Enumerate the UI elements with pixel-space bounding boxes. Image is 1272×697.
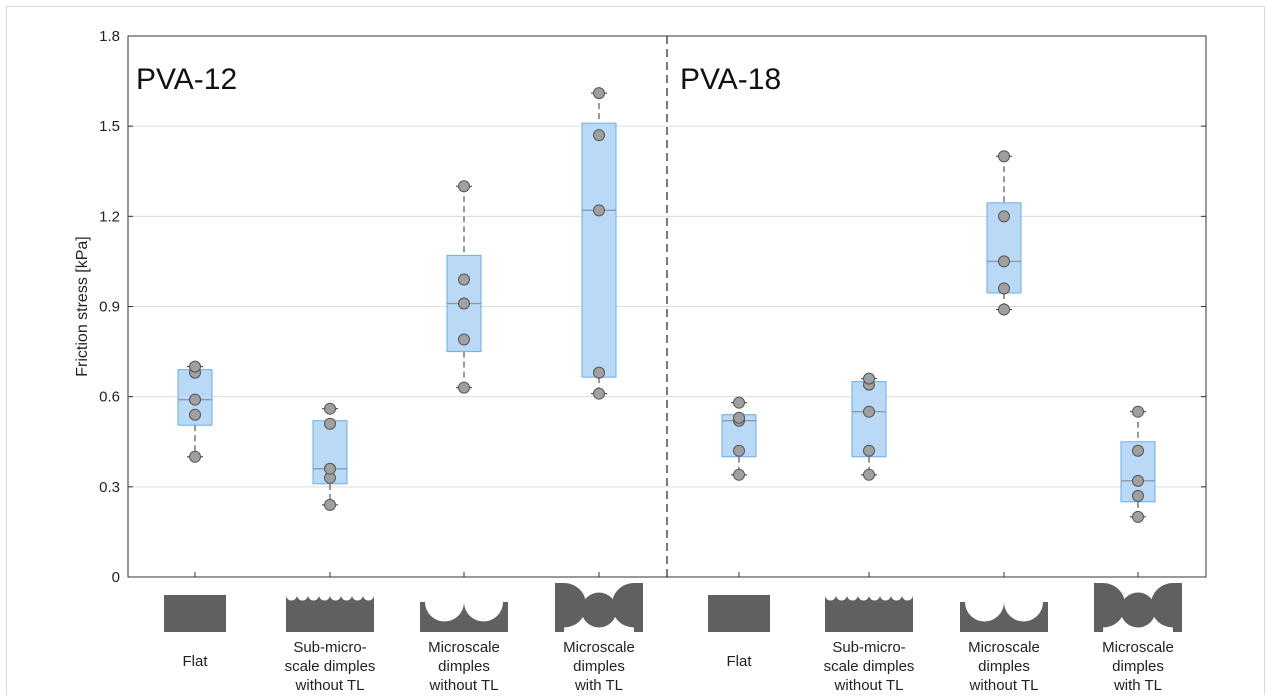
data-point bbox=[593, 387, 605, 400]
data-point bbox=[593, 204, 605, 217]
data-point bbox=[863, 405, 875, 418]
data-point bbox=[593, 129, 605, 142]
surface-icon-sub-micro bbox=[286, 595, 374, 632]
surface-icon-sub-micro bbox=[825, 595, 913, 632]
box-group: Flat bbox=[708, 396, 770, 670]
category-label: Microscale bbox=[1102, 639, 1174, 656]
category-label: dimples bbox=[573, 658, 625, 675]
box-group: Microscale dimples without TL bbox=[960, 150, 1048, 694]
data-point bbox=[998, 282, 1010, 295]
box-group: Microscale dimples with TL bbox=[1094, 405, 1182, 694]
y-tick-label: 0.6 bbox=[99, 389, 120, 406]
data-point bbox=[998, 255, 1010, 268]
data-point bbox=[593, 87, 605, 100]
y-tick-label: 0 bbox=[112, 569, 120, 586]
data-point bbox=[733, 411, 745, 424]
data-point bbox=[189, 408, 201, 421]
data-point bbox=[1132, 510, 1144, 523]
data-point bbox=[998, 150, 1010, 163]
data-point bbox=[324, 417, 336, 430]
category-label: without TL bbox=[429, 677, 499, 694]
data-point bbox=[324, 402, 336, 415]
category-label: with TL bbox=[574, 677, 623, 694]
category-label: dimples bbox=[438, 658, 490, 675]
y-tick-label: 1.5 bbox=[99, 118, 120, 135]
y-tick-label: 0.3 bbox=[99, 479, 120, 496]
data-point bbox=[458, 297, 470, 310]
data-point bbox=[1132, 405, 1144, 418]
category-label: Sub-micro- bbox=[832, 639, 905, 656]
data-point bbox=[863, 372, 875, 385]
category-label: Microscale bbox=[968, 639, 1040, 656]
surface-icon-microscale-dimples-with-tl bbox=[555, 583, 643, 632]
category-label: without TL bbox=[295, 677, 365, 694]
surface-icon-flat bbox=[164, 595, 226, 632]
category-label: without TL bbox=[834, 677, 904, 694]
data-point bbox=[189, 393, 201, 406]
data-point bbox=[324, 498, 336, 511]
iqr-box bbox=[581, 122, 617, 378]
box-group: Sub-micro-scale dimples without TL bbox=[285, 402, 376, 694]
data-point bbox=[1132, 444, 1144, 457]
y-tick-label: 1.8 bbox=[99, 28, 120, 45]
category-label: Sub-micro- bbox=[293, 639, 366, 656]
box-group: Microscale dimples with TL bbox=[555, 87, 643, 694]
data-point bbox=[733, 396, 745, 409]
figure-frame bbox=[6, 6, 1265, 695]
category-label: Flat bbox=[726, 653, 752, 670]
category-label: without TL bbox=[969, 677, 1039, 694]
box-group: Flat bbox=[164, 360, 226, 670]
category-label: dimples bbox=[978, 658, 1030, 675]
surface-icon-flat bbox=[708, 595, 770, 632]
data-point bbox=[998, 303, 1010, 316]
category-label: scale dimples bbox=[285, 658, 376, 675]
data-point bbox=[458, 273, 470, 286]
category-label: Flat bbox=[182, 653, 208, 670]
panel-label-pva-18: PVA-18 bbox=[680, 63, 781, 96]
category-label: scale dimples bbox=[824, 658, 915, 675]
surface-icon-micro bbox=[960, 602, 1048, 632]
category-label: dimples bbox=[1112, 658, 1164, 675]
box-group: Microscale dimples without TL bbox=[420, 180, 508, 694]
box-group: Sub-micro-scale dimples without TL bbox=[824, 372, 915, 694]
data-point bbox=[458, 180, 470, 193]
data-point bbox=[189, 360, 201, 373]
data-point bbox=[998, 210, 1010, 223]
data-point bbox=[458, 333, 470, 346]
category-label: Microscale bbox=[428, 639, 500, 656]
data-point bbox=[733, 468, 745, 481]
y-grid bbox=[128, 35, 1206, 578]
surface-icon-circle bbox=[581, 592, 617, 628]
category-label: with TL bbox=[1113, 677, 1162, 694]
data-point bbox=[733, 444, 745, 457]
category-label: Microscale bbox=[563, 639, 635, 656]
data-point bbox=[189, 450, 201, 463]
data-point bbox=[1132, 489, 1144, 502]
surface-icon-circle bbox=[1120, 592, 1156, 628]
data-point bbox=[593, 366, 605, 379]
surface-icon-micro bbox=[420, 602, 508, 632]
panel-label-pva-12: PVA-12 bbox=[136, 63, 237, 96]
y-tick-label: 0.9 bbox=[99, 299, 120, 316]
data-point bbox=[863, 468, 875, 481]
surface-icon-microscale-dimples-with-tl bbox=[1094, 583, 1182, 632]
data-point bbox=[324, 462, 336, 475]
y-tick-label: 1.2 bbox=[99, 208, 120, 225]
data-point bbox=[1132, 474, 1144, 487]
iqr-box bbox=[851, 381, 887, 458]
data-point bbox=[458, 381, 470, 394]
y-axis-label: Friction stress [kPa] bbox=[74, 236, 91, 376]
data-point bbox=[863, 444, 875, 457]
